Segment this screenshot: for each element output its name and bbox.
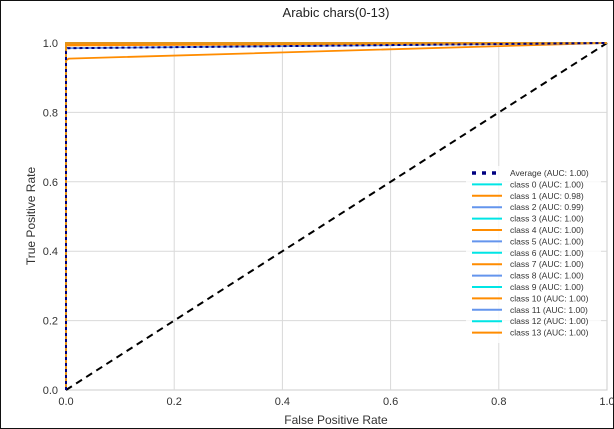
x-tick-label: 0.2 — [167, 396, 182, 408]
legend-label: class 8 (AUC: 1.00) — [510, 271, 584, 281]
legend-label: class 3 (AUC: 1.00) — [510, 214, 584, 224]
legend-label: class 12 (AUC: 1.00) — [510, 316, 589, 326]
legend-label: class 11 (AUC: 1.00) — [510, 305, 588, 315]
x-tick-label: 0.6 — [383, 396, 398, 408]
legend: Average (AUC: 1.00)class 0 (AUC: 1.00) cl… — [466, 166, 601, 343]
x-tick-label: 0.4 — [275, 396, 290, 408]
legend-label: class 6 (AUC: 1.00) — [510, 248, 584, 258]
y-tick-label: 0.2 — [43, 316, 58, 328]
roc-line-0 — [65, 42, 608, 390]
y-tick-label: 0.4 — [43, 246, 58, 258]
x-tick-labels: 0.0 0.2 0.4 0.6 0.8 1.0 — [58, 396, 614, 408]
legend-label: class 5 (AUC: 1.00) — [510, 236, 584, 246]
series-lines — [65, 42, 608, 390]
legend-label: class 10 (AUC: 1.00) — [510, 293, 589, 303]
legend-label: class 1 (AUC: 0.98) — [510, 191, 584, 201]
legend-label: class 0 (AUC: 1.00) — [510, 179, 584, 189]
x-tick-label: 0.0 — [58, 396, 73, 408]
x-tick-label: 0.8 — [491, 396, 506, 408]
x-tick-label: 1.0 — [599, 396, 614, 408]
chart-title: Arabic chars(0-13) — [283, 5, 390, 20]
legend-label: class 13 (AUC: 1.00) — [510, 328, 589, 338]
legend-label: class 9 (AUC: 1.00) — [510, 282, 584, 292]
y-tick-label: 1.0 — [43, 38, 58, 50]
y-axis-title: True Positive Rate — [24, 167, 38, 266]
y-tick-label: 0.0 — [43, 385, 58, 397]
x-axis-title: False Positive Rate — [284, 413, 388, 427]
y-tick-label: 0.6 — [43, 177, 58, 189]
legend-label: class 2 (AUC: 0.99) — [510, 202, 584, 212]
y-tick-labels: 0.0 0.2 0.4 0.6 0.8 1.0 — [43, 38, 58, 397]
legend-label: class 7 (AUC: 1.00) — [510, 259, 584, 269]
legend-label: Average (AUC: 1.00) — [510, 168, 589, 178]
y-tick-label: 0.8 — [43, 107, 58, 119]
legend-label: class 4 (AUC: 1.00) — [510, 225, 584, 235]
